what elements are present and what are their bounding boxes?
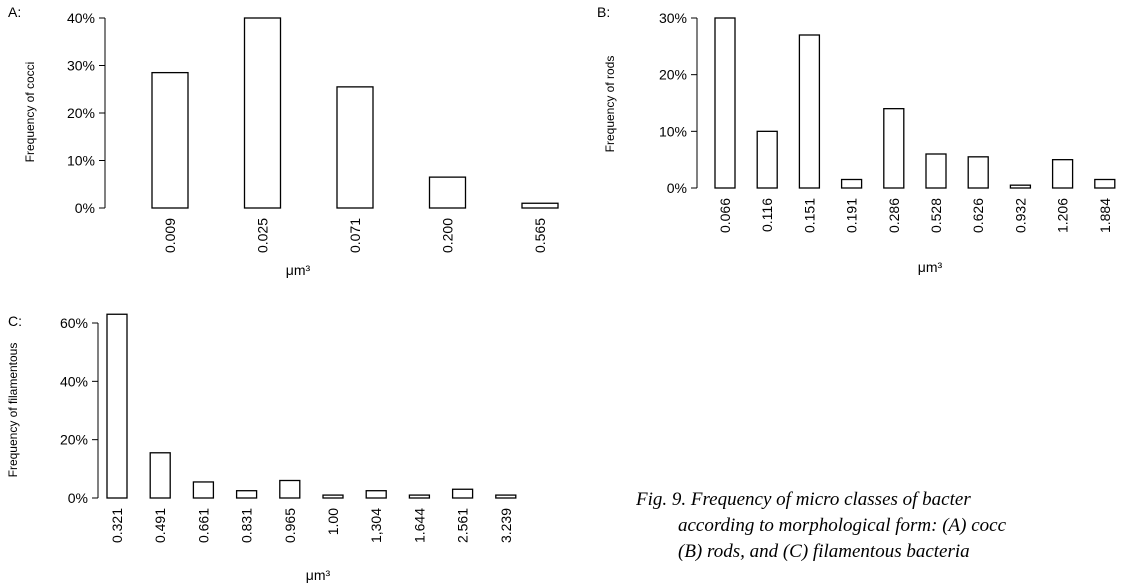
panel-label: C: bbox=[8, 313, 22, 329]
bar bbox=[967, 156, 989, 189]
bar bbox=[451, 488, 474, 499]
y-axis-title: Frequency of filamentous bbox=[6, 343, 20, 478]
bar bbox=[192, 481, 215, 499]
figure-caption: Fig. 9. Frequency of micro classes of ba… bbox=[636, 487, 1147, 565]
y-axis-title: Frequency of rods bbox=[603, 56, 617, 153]
x-tick-label: 1.644 bbox=[411, 508, 427, 543]
caption-line-3: (B) rods, and (C) filamentous bacteria bbox=[678, 541, 970, 562]
y-tick-label: 40% bbox=[67, 10, 95, 26]
bar bbox=[521, 202, 559, 209]
y-tick-label: 40% bbox=[60, 373, 88, 389]
x-tick-label: 0.528 bbox=[928, 198, 944, 233]
y-tick-label: 0% bbox=[667, 180, 687, 196]
x-axis-title: μm³ bbox=[286, 262, 311, 278]
y-tick-label: 0% bbox=[68, 490, 88, 506]
bar bbox=[1009, 184, 1032, 189]
bar bbox=[235, 490, 258, 499]
x-tick-label: 2.561 bbox=[455, 508, 471, 543]
caption-line-2: according to morphological form: (A) coc… bbox=[678, 515, 1007, 536]
x-axis-title: μm³ bbox=[918, 259, 943, 275]
caption-line-1: Fig. 9. Frequency of micro classes of ba… bbox=[636, 489, 971, 510]
x-tick-label: 0.191 bbox=[844, 198, 860, 233]
x-tick-label: 0.626 bbox=[970, 198, 986, 233]
bar bbox=[925, 153, 947, 189]
y-tick-label: 30% bbox=[659, 10, 687, 26]
x-tick-label: 0.025 bbox=[255, 218, 271, 253]
bar bbox=[408, 494, 431, 499]
bar bbox=[756, 130, 778, 189]
x-tick-label: 1.884 bbox=[1097, 198, 1113, 233]
bar bbox=[106, 313, 128, 499]
x-tick-label: 0.661 bbox=[195, 508, 211, 543]
bar bbox=[365, 490, 387, 499]
x-tick-label: 0.491 bbox=[152, 508, 168, 543]
x-tick-label: 0.200 bbox=[440, 218, 456, 253]
x-tick-label: 3.239 bbox=[498, 508, 514, 543]
bar bbox=[1094, 178, 1116, 189]
x-tick-label: 1.206 bbox=[1055, 198, 1071, 233]
x-tick-label: 0.066 bbox=[717, 198, 733, 233]
bar bbox=[840, 178, 863, 189]
x-axis-title: μm³ bbox=[306, 567, 331, 583]
bar bbox=[243, 17, 282, 209]
bar bbox=[798, 34, 821, 189]
panel-label: B: bbox=[597, 4, 610, 20]
y-tick-label: 20% bbox=[60, 432, 88, 448]
x-tick-label: 1,304 bbox=[368, 508, 384, 543]
x-tick-label: 0.321 bbox=[109, 508, 125, 543]
x-tick-label: 0.831 bbox=[239, 508, 255, 543]
bar bbox=[151, 71, 189, 209]
x-tick-label: 1.00 bbox=[325, 508, 341, 535]
y-tick-label: 30% bbox=[67, 58, 95, 74]
x-tick-label: 0.116 bbox=[759, 198, 775, 232]
x-tick-label: 0.565 bbox=[532, 218, 548, 253]
bar bbox=[279, 479, 301, 499]
x-tick-label: 0.009 bbox=[162, 218, 178, 253]
y-tick-label: 20% bbox=[659, 67, 687, 83]
bar bbox=[883, 108, 905, 189]
x-tick-label: 0.286 bbox=[886, 198, 902, 233]
y-axis-title: Frequency of cocci bbox=[23, 62, 37, 163]
panel-label: A: bbox=[8, 4, 21, 20]
y-tick-label: 0% bbox=[75, 200, 95, 216]
bar bbox=[714, 17, 736, 189]
bar bbox=[495, 494, 517, 499]
bar bbox=[322, 494, 344, 499]
x-tick-label: 0.151 bbox=[801, 198, 817, 233]
y-tick-label: 60% bbox=[60, 315, 88, 331]
y-tick-label: 10% bbox=[67, 153, 95, 169]
y-tick-label: 10% bbox=[659, 123, 687, 139]
bar bbox=[1051, 159, 1074, 189]
x-tick-label: 0.965 bbox=[282, 508, 298, 543]
x-tick-label: 0.071 bbox=[347, 218, 363, 253]
bar bbox=[428, 176, 467, 209]
bar bbox=[149, 452, 171, 499]
bar bbox=[336, 86, 374, 209]
y-tick-label: 20% bbox=[67, 105, 95, 121]
x-tick-label: 0.932 bbox=[1012, 198, 1028, 233]
